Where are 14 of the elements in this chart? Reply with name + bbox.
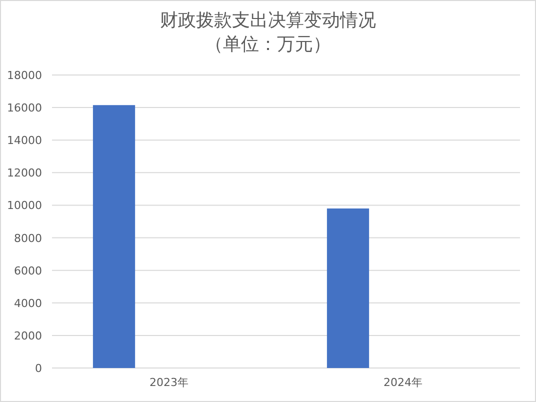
y-tick-label: 0 (35, 362, 42, 375)
y-tick-label: 18000 (7, 69, 42, 82)
y-tick-label: 12000 (7, 166, 42, 180)
y-tick-label: 14000 (7, 134, 42, 148)
chart-subtitle: （单位：万元） (205, 34, 331, 54)
y-tick-label: 16000 (7, 102, 42, 115)
y-tick-label: 4000 (14, 296, 42, 310)
x-tick-label: 2024年 (384, 376, 422, 389)
chart-title: 财政拨款支出决算变动情况 (160, 10, 376, 30)
y-tick-label: 6000 (14, 264, 42, 278)
y-tick-label: 10000 (7, 199, 42, 212)
y-tick-label: 2000 (14, 329, 42, 342)
x-tick-label: 2023年 (150, 376, 188, 389)
y-tick-label: 8000 (14, 232, 42, 245)
